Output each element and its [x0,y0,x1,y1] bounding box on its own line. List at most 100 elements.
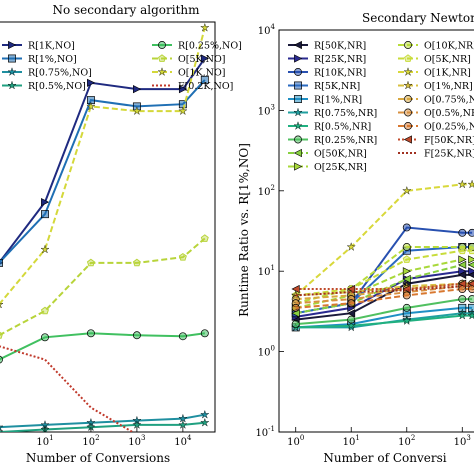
legend-entry-r-0-25-nr: R[0.25%,NR] [288,135,377,146]
data-point-r-0-25-no-5 [200,329,209,338]
series-line-o-1k-no [0,27,206,305]
legend-label: R[1%,NO] [28,54,77,65]
left-x-ticks: 101 102 103 104 [36,427,192,448]
series-o-0-25-nr [291,285,474,312]
series-f-0-2k-no [0,345,135,432]
legend-entry-o-1-nr: O[1%,NR] [398,80,473,92]
data-point-r-0-5-no-5 [200,417,210,427]
legend-entry-r-0-5-nr: R[0.5%,NR] [288,121,371,133]
data-point-o-25k-nr-2 [402,267,412,276]
data-point-r-0-75-no-5 [200,409,210,419]
left-panel-title: No secondary algorithm [52,3,200,17]
data-point-o-1k-nr-2 [402,185,412,195]
legend-entry-f-25k-nr: F[25K,NR] [398,149,474,160]
data-point-o-1k-nr-3 [457,179,467,189]
legend-marker [158,54,166,62]
data-point-o-10k-nr-2 [402,243,411,251]
legend-label: R[0.5%,NR] [314,122,371,133]
series-o-25k-nr [291,255,474,312]
y-tick-label: 100 [258,345,275,359]
data-point-o-0-25-nr-1 [347,299,356,308]
data-point-o-5k-no-4 [178,252,187,261]
data-point-o-5k-no-5 [200,234,209,242]
legend-marker [294,81,302,90]
y-tick-label: 102 [258,184,275,198]
data-point-r-0-25-nr-0 [291,320,300,329]
data-point-r-1k-no-2 [87,78,96,87]
legend-marker [294,162,303,171]
legend-label: R[0.5%,NO] [28,81,86,92]
legend-entry-r-5k-nr: R[5K,NR] [288,81,360,92]
series-r-0-75-no [0,409,210,432]
y-tick-label: 104 [258,23,276,37]
legend-marker [403,135,412,144]
data-point-r-25k-nr-3 [458,267,467,276]
legend-marker [293,121,303,130]
data-point-r-1k-no-1 [41,197,50,207]
legend-label: R[25K,NR] [314,54,366,65]
series-f-25k-nr [295,285,473,297]
data-point-r-0-5-nr-3 [457,310,467,320]
data-point-r-0-25-nr-1 [347,315,356,324]
legend-entry-r-1k-no: R[1K,NO] [2,41,75,52]
legend-marker [403,80,413,90]
data-point-r-10k-nr-2 [402,223,411,232]
data-point-f-50k-nr-0 [291,284,300,294]
legend-entry-r-25k-nr: R[25K,NR] [288,54,366,65]
series-r-1-no [0,75,209,267]
legend-marker [157,67,167,76]
data-point-o-5k-no-1 [40,306,49,315]
right-legend: R[50K,NR] R[25K,NR] R[10K,NR] R[5K,NR] R[1%,… [288,40,474,173]
data-point-r-0-5-nr-4 [467,310,474,320]
series-o-5k-no [0,234,209,339]
series-r-0-5-no [0,417,210,432]
legend-entry-o-0-25-nr: O[0.25%,NR] [398,122,474,133]
legend-label: O[0.5%,NR] [424,108,474,119]
left-x-axis-label: Number of Conversions [26,451,170,465]
data-point-o-1k-no-5 [200,22,210,32]
x-tick-label: 103 [128,434,145,448]
data-point-o-5k-nr-3 [458,246,467,255]
data-point-r-1-no-5 [200,75,209,84]
data-point-r-1-no-0 [0,258,3,267]
legend-marker [404,95,412,103]
data-point-o-50k-nr-4 [467,261,474,268]
legend-marker [158,41,166,49]
x-tick-label: 101 [36,434,53,448]
y-tick-label: 103 [258,103,275,117]
legend-marker [294,54,303,63]
data-point-o-50k-nr-3 [458,260,467,269]
data-point-o-5k-no-3 [132,258,141,267]
legend-entry-r-0-25-no: R[0.25%,NO] [152,41,242,52]
right-x-axis-label: Number of Conversi [323,451,446,465]
legend-label: R[0.25%,NR] [314,135,377,146]
data-point-o-5k-no-0 [0,331,3,339]
data-point-r-0-25-no-4 [178,332,187,341]
legend-entry-o-1k-nr: O[1K,NR] [398,67,471,79]
series-r-1k-no [0,54,210,265]
data-point-o-0-25-nr-0 [291,303,300,312]
data-point-r-0-5-no-0 [0,430,4,432]
legend-label: R[50K,NR] [314,41,366,52]
legend-entry-o-1k-no: O[1K,NO] [152,67,225,79]
data-point-r-1k-no-4 [178,85,188,94]
x-tick-label: 102 [82,434,99,448]
data-point-o-50k-nr-2 [402,274,411,284]
right-plot-frame [278,29,474,433]
series-line-r-0-5-no [0,421,205,432]
series-line-f-50k-nr [295,282,473,290]
y-tick-label: 10-1 [255,425,275,439]
legend-entry-o-50k-nr: O[50K,NR] [288,149,367,160]
legend-entry-f-50k-nr: F[50K,NR] [398,135,474,146]
data-point-r-1-nr-4 [468,303,474,312]
legend-marker [293,40,302,50]
series-line-f-0-2k-no [0,345,135,432]
legend-label: O[0.25%,NR] [424,122,474,133]
legend-label: R[10K,NR] [314,68,366,79]
data-point-r-1k-no-3 [133,85,142,94]
legend-entry-o-5k-nr: O[5K,NR] [398,54,471,65]
legend-label: O[1K,NR] [424,68,471,79]
y-tick-label: 101 [258,264,275,278]
